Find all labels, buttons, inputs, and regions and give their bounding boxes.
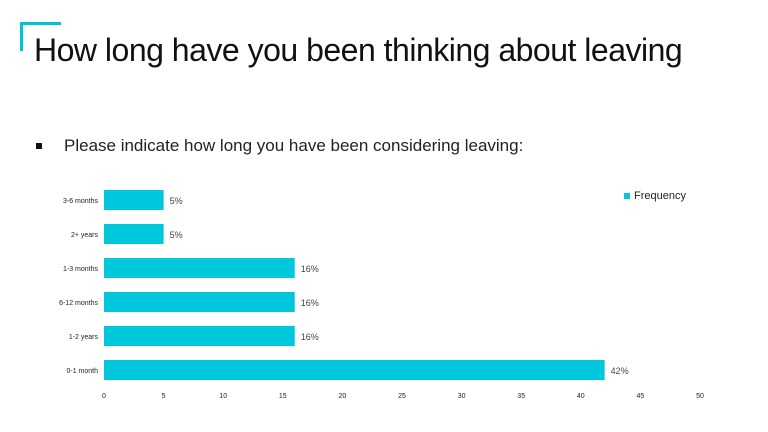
category-label: 1-3 months xyxy=(63,266,99,273)
data-label: 5% xyxy=(170,196,183,206)
data-label: 42% xyxy=(611,366,629,376)
bar-0-1-month xyxy=(104,360,605,380)
category-label: 3-6 months xyxy=(63,198,99,205)
category-label: 0-1 month xyxy=(66,368,98,375)
bar-1-2-years xyxy=(104,326,295,346)
x-tick-label: 30 xyxy=(458,393,466,400)
x-tick-label: 25 xyxy=(398,393,406,400)
chart-legend: Frequency xyxy=(624,190,686,202)
category-label: 6-12 months xyxy=(59,300,98,307)
data-label: 5% xyxy=(170,230,183,240)
bullet-item: Please indicate how long you have been c… xyxy=(36,136,523,156)
bar-6-12-months xyxy=(104,292,295,312)
bar-2+-years xyxy=(104,224,164,244)
slide-title: How long have you been thinking about le… xyxy=(34,32,683,68)
legend-label: Frequency xyxy=(634,190,686,202)
data-label: 16% xyxy=(301,332,319,342)
bar-3-6-months xyxy=(104,190,164,210)
bullet-marker-icon xyxy=(36,143,42,149)
x-tick-label: 10 xyxy=(219,393,227,400)
x-tick-label: 35 xyxy=(517,393,525,400)
category-label: 2+ years xyxy=(71,232,99,239)
bullet-text: Please indicate how long you have been c… xyxy=(64,136,524,155)
x-tick-label: 15 xyxy=(279,393,287,400)
x-tick-label: 5 xyxy=(162,393,166,400)
x-tick-label: 40 xyxy=(577,393,585,400)
x-tick-label: 20 xyxy=(339,393,347,400)
legend-swatch xyxy=(624,193,630,199)
bar-1-3-months xyxy=(104,258,295,278)
corner-accent xyxy=(20,22,61,51)
x-tick-label: 0 xyxy=(102,393,106,400)
data-label: 16% xyxy=(301,264,319,274)
x-tick-label: 45 xyxy=(637,393,645,400)
category-label: 1-2 years xyxy=(69,334,99,341)
data-label: 16% xyxy=(301,298,319,308)
x-tick-label: 50 xyxy=(696,393,704,400)
